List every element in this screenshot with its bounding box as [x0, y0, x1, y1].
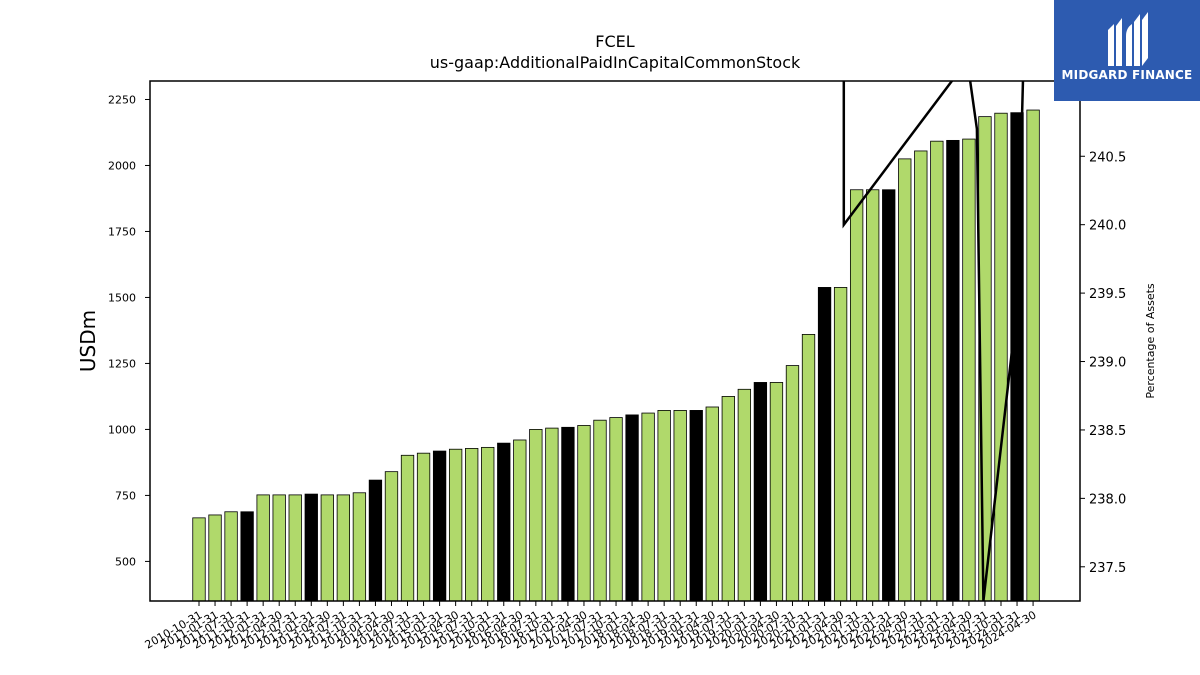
bar [432, 450, 447, 602]
bar [561, 426, 575, 602]
y2-tick-label: 240.0 [1089, 219, 1126, 234]
y-tick-label: 1000 [108, 423, 136, 436]
bar [609, 417, 623, 602]
bar [705, 406, 719, 602]
bars [192, 109, 1040, 602]
bar [497, 442, 511, 602]
percentage-line [842, 81, 1025, 601]
logo-mark-icon [1108, 12, 1148, 66]
bar [256, 494, 270, 602]
bar [593, 419, 607, 602]
y2-axis-label: Percentage of Assets [1144, 283, 1157, 399]
bar [882, 189, 896, 602]
bar [192, 517, 206, 602]
bar [737, 388, 752, 602]
bar [898, 158, 912, 602]
bar [625, 414, 639, 602]
bar [833, 287, 848, 602]
bar [384, 471, 399, 602]
plot-frame [149, 80, 1081, 602]
y2-tick-label: 239.0 [1089, 356, 1126, 371]
y-axis-label: USDm [76, 310, 100, 372]
midgard-finance-logo[interactable]: MIDGARD FINANCE [1054, 0, 1200, 101]
bar [336, 494, 351, 602]
logo-text: MIDGARD FINANCE [1061, 68, 1193, 82]
y-axis-left: 500 750 1000 1250 1500 1750 2000 2250 [108, 93, 150, 568]
bar [914, 150, 928, 602]
bar [994, 112, 1008, 602]
bar [801, 333, 816, 602]
bar [272, 494, 286, 602]
bar [416, 452, 431, 602]
bar [352, 492, 367, 602]
bar [529, 429, 543, 602]
bar [448, 448, 463, 602]
x-axis: 2010-10-312011-01-312011-07-312011-10-31… [143, 601, 1039, 652]
bar [689, 410, 703, 602]
bar [400, 454, 415, 602]
y-tick-label: 2250 [108, 93, 136, 106]
y2-tick-label: 239.5 [1089, 287, 1126, 302]
y-tick-label: 1250 [108, 357, 136, 370]
bar [304, 493, 318, 602]
bar [577, 425, 591, 602]
bar [208, 514, 222, 602]
chart-title: FCEL [595, 32, 635, 51]
y-axis-right: 237.5 238.0 238.5 239.0 239.5 240.0 240.5 [1080, 150, 1126, 576]
bar [513, 439, 527, 602]
bar [240, 511, 254, 602]
y2-tick-label: 240.5 [1089, 150, 1126, 165]
bar [224, 511, 238, 602]
bar [673, 410, 687, 602]
bar [866, 189, 880, 602]
bar [753, 382, 768, 602]
y-tick-label: 2000 [108, 159, 136, 172]
y-tick-label: 1500 [108, 291, 136, 304]
bar [288, 494, 302, 602]
y-tick-label: 500 [115, 555, 136, 568]
bar [481, 446, 495, 602]
y2-tick-label: 237.5 [1089, 561, 1126, 576]
bar [817, 287, 832, 602]
y-tick-label: 1750 [108, 225, 136, 238]
y2-tick-label: 238.0 [1089, 492, 1126, 507]
bar [769, 382, 784, 602]
bar [641, 412, 655, 602]
bar [946, 139, 960, 602]
bar [657, 410, 671, 602]
bar [1026, 109, 1040, 602]
bar [849, 189, 864, 602]
chart-subtitle: us-gaap:AdditionalPaidInCapitalCommonSto… [429, 53, 801, 72]
bar [785, 365, 800, 602]
bar [320, 494, 334, 602]
bar [368, 479, 383, 602]
bar [962, 138, 976, 602]
bar [930, 140, 944, 602]
bar [465, 448, 479, 602]
y-tick-label: 750 [115, 489, 136, 502]
bar [721, 396, 735, 602]
y2-tick-label: 238.5 [1089, 424, 1126, 439]
bar [545, 427, 559, 602]
